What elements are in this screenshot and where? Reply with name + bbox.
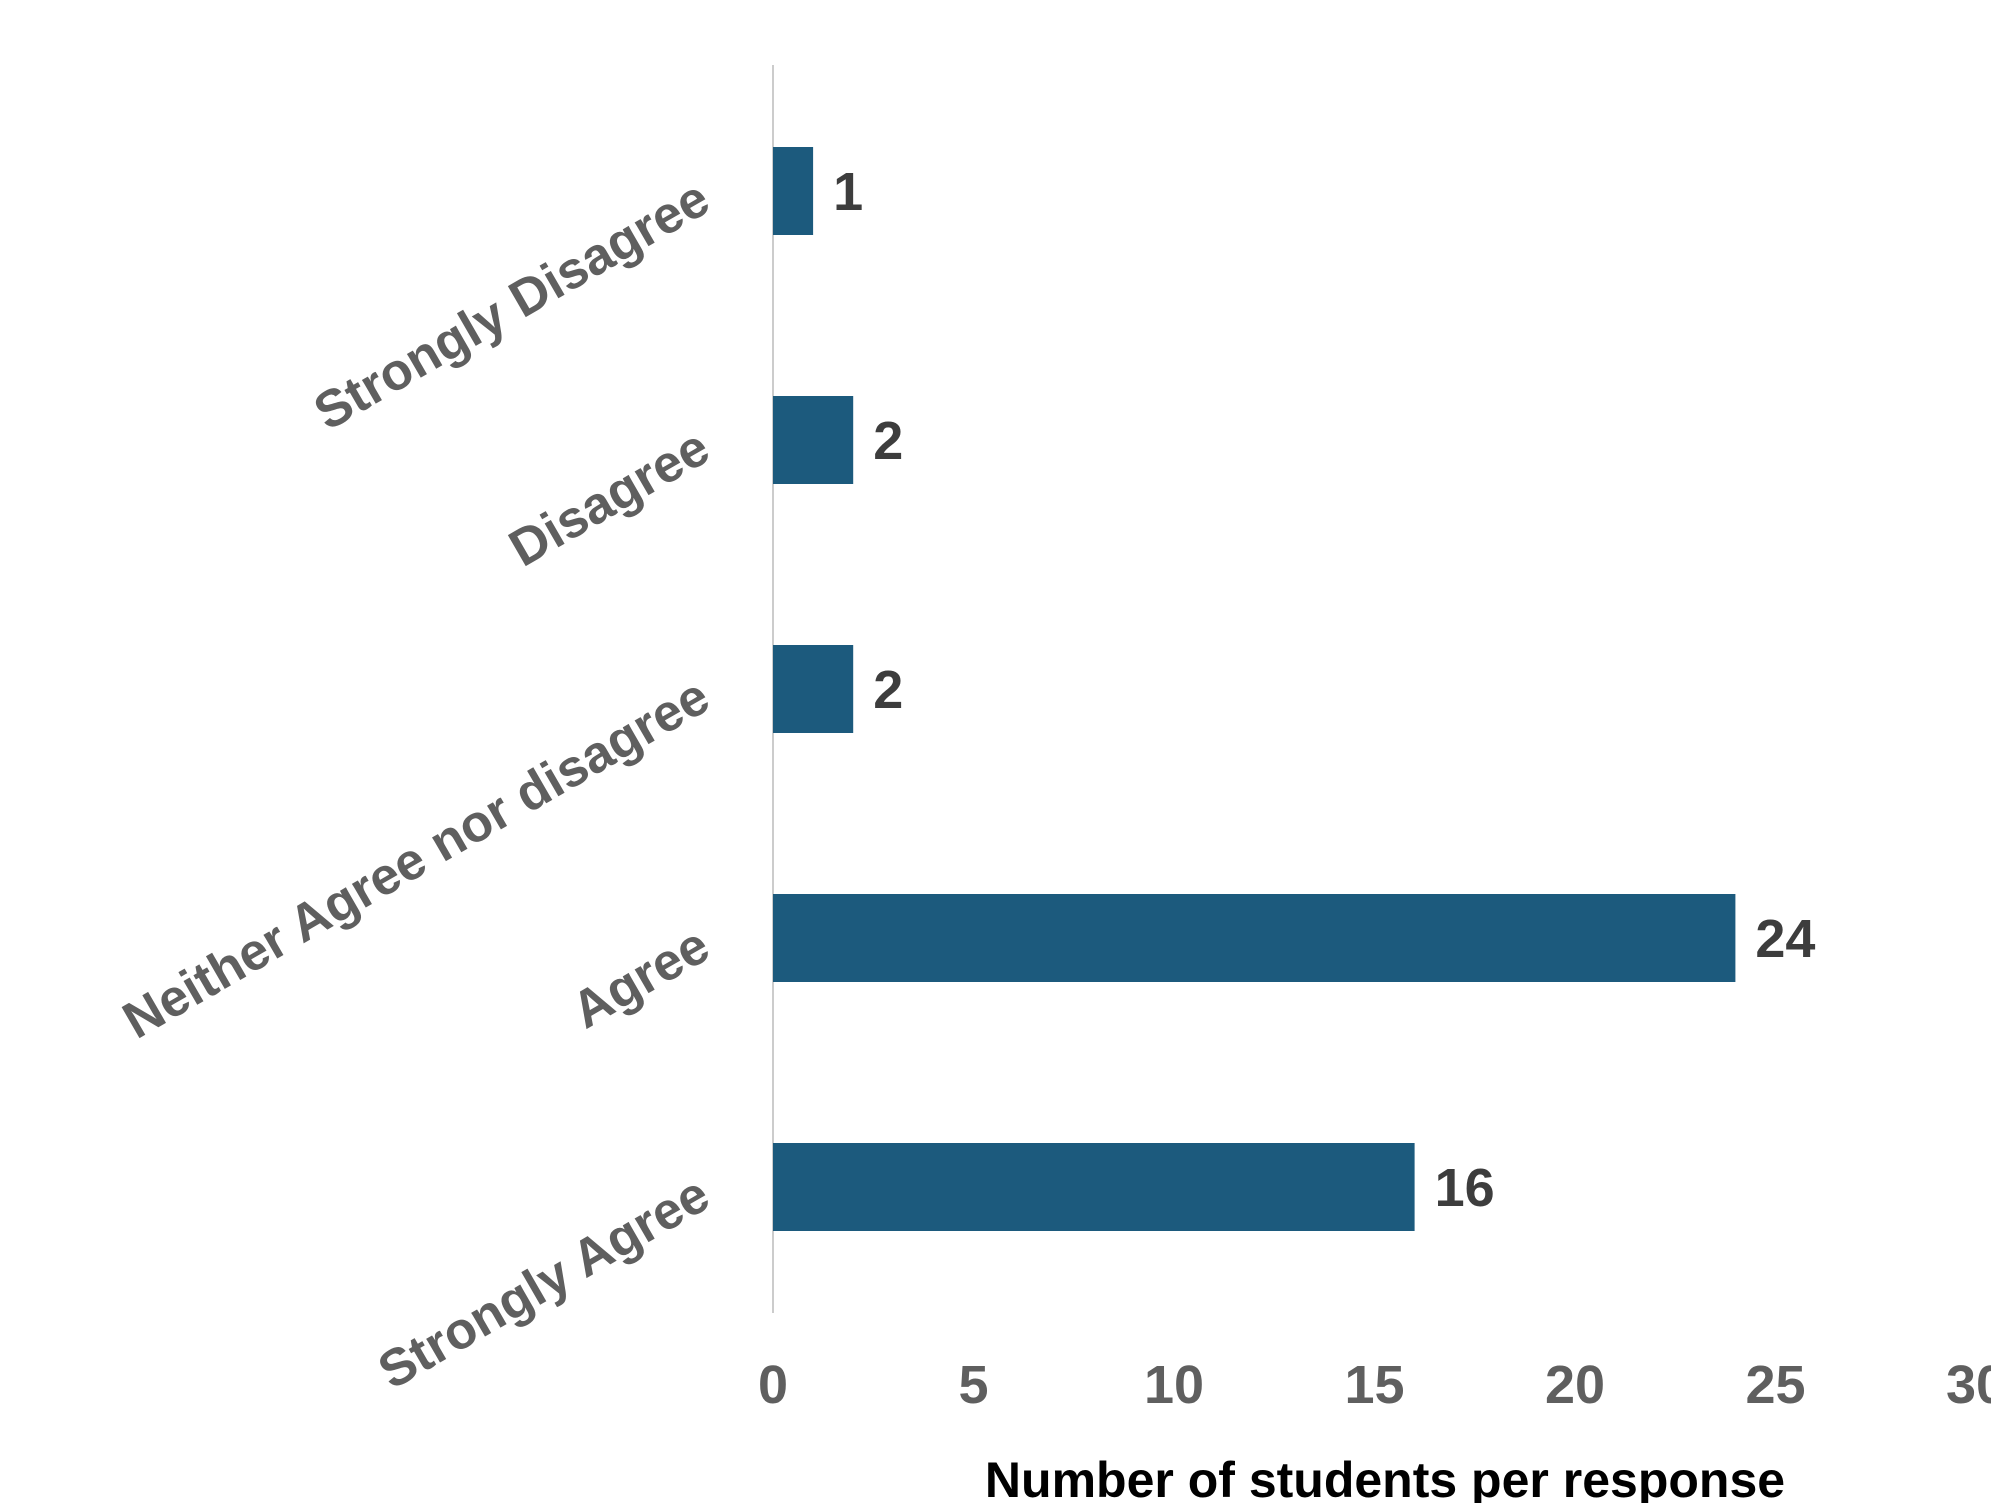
category-label-3: Agree [562, 916, 719, 1040]
data-label-1: 2 [873, 411, 903, 471]
data-label-3: 24 [1755, 909, 1815, 969]
category-label-0: Strongly Disagree [305, 169, 719, 442]
x-tick-label-5: 25 [1745, 1355, 1805, 1415]
bar-4 [773, 1143, 1415, 1231]
bar-2 [773, 645, 854, 733]
x-tick-label-6: 30 [1946, 1355, 1991, 1415]
x-tick-label-3: 15 [1344, 1355, 1404, 1415]
x-tick-label-2: 10 [1144, 1355, 1204, 1415]
bar-0 [773, 147, 814, 235]
category-label-4: Strongly Agree [369, 1165, 719, 1401]
x-tick-label-1: 5 [958, 1355, 988, 1415]
bar-3 [773, 894, 1736, 982]
bars-layer [773, 147, 1736, 1231]
data-label-0: 1 [833, 162, 863, 222]
x-tick-label-0: 0 [758, 1355, 788, 1415]
x-axis-title: Number of students per response [985, 1452, 1785, 1503]
data-label-2: 2 [873, 660, 903, 720]
data-label-4: 16 [1435, 1158, 1495, 1218]
x-tick-label-4: 20 [1545, 1355, 1605, 1415]
category-label-1: Disagree [500, 418, 719, 578]
bar-1 [773, 396, 854, 484]
